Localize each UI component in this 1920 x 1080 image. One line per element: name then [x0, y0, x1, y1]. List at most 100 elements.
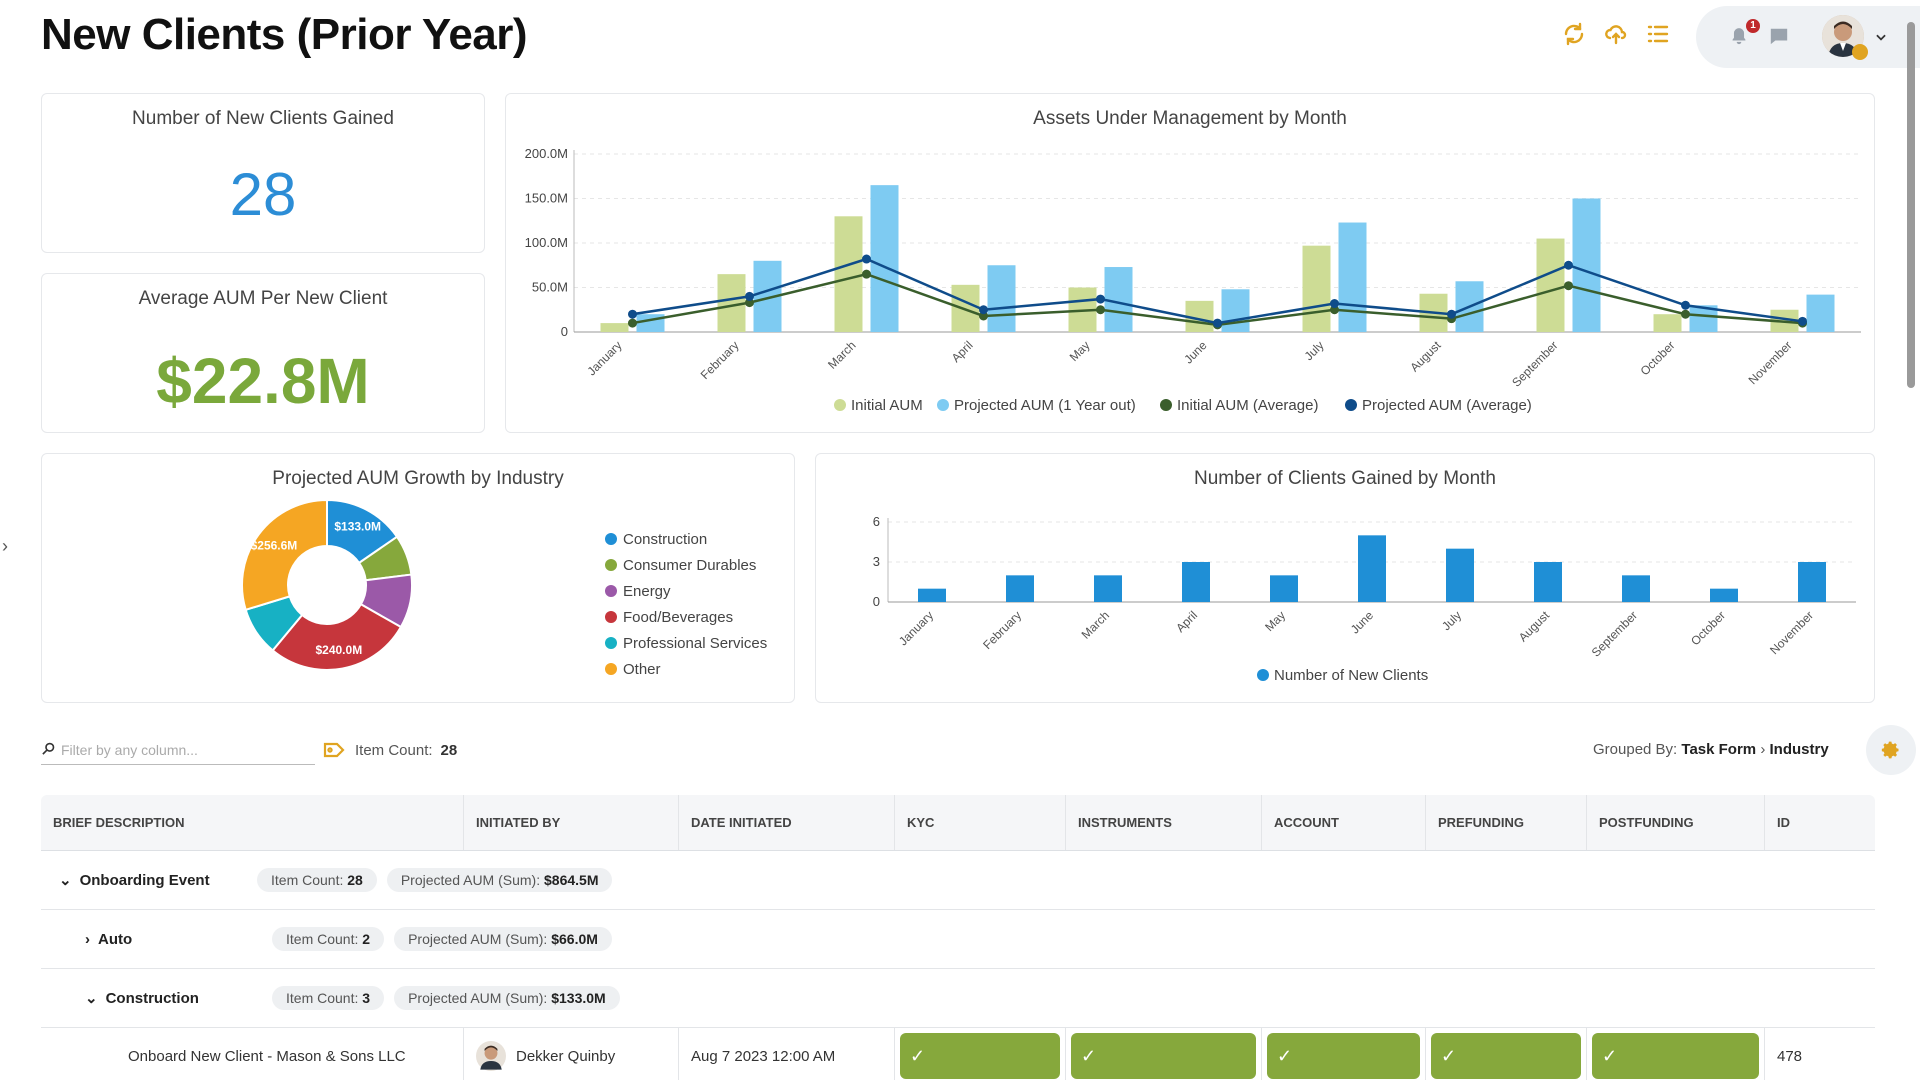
clients-chart-title: Number of Clients Gained by Month	[1193, 468, 1497, 489]
group-label: › Auto	[85, 931, 262, 948]
postfunding-status[interactable]: ✓	[1592, 1033, 1759, 1079]
group-aum-sum-label: Projected AUM (Sum):	[400, 872, 541, 888]
legend-item[interactable]: Other	[605, 656, 767, 682]
legend-label: Energy	[623, 582, 671, 600]
group-item-count: Item Count: 2	[272, 927, 385, 951]
account-status[interactable]: ✓	[1267, 1033, 1420, 1079]
legend-item[interactable]: Construction	[605, 526, 767, 552]
cell-prefunding[interactable]: ✓	[1426, 1028, 1587, 1080]
bar-projected-aum	[1338, 222, 1367, 332]
legend-label: Professional Services	[623, 634, 768, 652]
group-aum-sum: Projected AUM (Sum): $66.0M	[394, 927, 612, 951]
legend-item[interactable]: Food/Beverages	[605, 604, 767, 630]
x-tick-label: June	[1181, 338, 1210, 367]
kpi-avg-aum-label: Average AUM Per New Client	[138, 288, 388, 309]
legend-item[interactable]: Energy	[605, 578, 767, 604]
cloud-upload-icon[interactable]	[1604, 22, 1628, 51]
point-projected-avg	[1096, 294, 1105, 304]
x-tick-label: January	[585, 338, 625, 378]
legend-item[interactable]: Professional Services	[605, 630, 767, 656]
list-icon[interactable]	[1646, 22, 1670, 51]
chat-icon[interactable]	[1768, 26, 1790, 51]
group-label-text: Construction	[105, 989, 199, 1007]
bell-icon[interactable]	[1728, 24, 1750, 51]
group-row-construction[interactable]: ⌄ Construction Item Count: 3 Projected A…	[41, 969, 1875, 1028]
cell-instruments[interactable]: ✓	[1066, 1028, 1262, 1080]
cell-account[interactable]: ✓	[1262, 1028, 1426, 1080]
scrollbar[interactable]	[1907, 22, 1915, 388]
kyc-status[interactable]: ✓	[900, 1033, 1060, 1079]
chevron-down-icon[interactable]	[1874, 30, 1888, 49]
group-label: ⌄ Onboarding Event	[59, 871, 247, 890]
column-header-postfunding[interactable]: POSTFUNDING	[1587, 795, 1765, 850]
instruments-status[interactable]: ✓	[1071, 1033, 1256, 1079]
grouped-by-industry[interactable]: Industry	[1769, 741, 1829, 758]
point-initial-avg	[628, 318, 637, 328]
table-header: BRIEF DESCRIPTION INITIATED BY DATE INIT…	[41, 795, 1875, 851]
cell-postfunding[interactable]: ✓	[1587, 1028, 1765, 1080]
chevron-down-icon[interactable]: ⌄	[59, 872, 72, 889]
bar-initial-aum	[600, 323, 629, 332]
y-tick-label: 0	[873, 594, 880, 609]
legend-dot	[605, 611, 617, 623]
column-header-brief-description[interactable]: BRIEF DESCRIPTION	[41, 795, 464, 850]
user-menu: 1	[1696, 6, 1920, 68]
bar-projected-aum	[636, 314, 665, 332]
bar-projected-aum	[987, 265, 1016, 332]
line-initial-avg	[632, 272, 1803, 327]
grouped-by-task-form[interactable]: Task Form	[1681, 741, 1757, 758]
x-tick-label: August	[1516, 608, 1553, 645]
toolbar	[1562, 22, 1670, 51]
pie-slice	[241, 498, 328, 612]
prefunding-status[interactable]: ✓	[1431, 1033, 1581, 1079]
cell-description[interactable]: Onboard New Client - Mason & Sons LLC	[41, 1028, 464, 1080]
chevron-right-icon[interactable]: ›	[85, 930, 90, 948]
x-tick-label: May	[1067, 338, 1093, 364]
group-row-onboarding-event[interactable]: ⌄ Onboarding Event Item Count: 28 Projec…	[41, 851, 1875, 910]
filter-row: Item Count: 28 Grouped By: Task Form › I…	[41, 725, 1916, 775]
point-projected-avg	[1798, 316, 1807, 326]
bar-projected-aum	[1104, 267, 1133, 332]
legend-dot	[834, 399, 846, 411]
column-header-prefunding[interactable]: PREFUNDING	[1426, 795, 1587, 850]
settings-button[interactable]	[1866, 725, 1916, 775]
column-header-initiated-by[interactable]: INITIATED BY	[464, 795, 679, 850]
kpi-avg-aum-card: Average AUM Per New Client $22.8M	[41, 273, 485, 433]
chevron-down-icon[interactable]: ⌄	[85, 990, 98, 1007]
filter-input[interactable]	[41, 735, 315, 765]
refresh-icon[interactable]	[1562, 22, 1586, 51]
column-header-id[interactable]: ID	[1777, 815, 1790, 830]
notification-badge: 1	[1746, 19, 1760, 33]
bar-new-clients	[1710, 588, 1738, 602]
pie-slice-label: $133.0M	[334, 520, 381, 534]
column-header-date-initiated[interactable]: DATE INITIATED	[679, 795, 895, 850]
x-tick-label: May	[1262, 608, 1288, 634]
point-initial-avg	[1681, 309, 1690, 319]
pie-slice	[271, 602, 403, 671]
x-tick-label: July	[1439, 608, 1464, 633]
group-item-count-label: Item Count:	[271, 872, 344, 888]
kpi-new-clients-card: Number of New Clients Gained 28	[41, 93, 485, 253]
cell-kyc[interactable]: ✓	[895, 1028, 1066, 1080]
legend-label: Construction	[623, 530, 708, 548]
chevron-right-icon[interactable]: ›	[2, 536, 8, 556]
legend-dot	[605, 559, 617, 571]
bar-projected-aum	[1572, 198, 1601, 332]
x-tick-label: March	[1079, 608, 1112, 641]
group-aum-sum-value: $66.0M	[551, 931, 598, 947]
x-tick-label: June	[1348, 608, 1377, 637]
column-header-account[interactable]: ACCOUNT	[1262, 795, 1426, 850]
initiated-by-name: Dekker Quinby	[516, 1047, 616, 1065]
bar-projected-aum	[870, 185, 899, 332]
group-row-auto[interactable]: › Auto Item Count: 2 Projected AUM (Sum)…	[41, 910, 1875, 969]
bar-initial-aum	[1536, 238, 1565, 332]
table-row[interactable]: Onboard New Client - Mason & Sons LLC De…	[41, 1028, 1875, 1080]
item-count-label: Item Count:	[355, 741, 433, 759]
group-label-text: Onboarding Event	[79, 871, 210, 889]
column-header-instruments[interactable]: INSTRUMENTS	[1066, 795, 1262, 850]
bar-new-clients	[1446, 548, 1474, 602]
legend-item[interactable]: Consumer Durables	[605, 552, 767, 578]
column-header-kyc[interactable]: KYC	[895, 795, 1066, 850]
point-projected-avg	[745, 291, 754, 301]
bar-new-clients	[1798, 562, 1826, 602]
